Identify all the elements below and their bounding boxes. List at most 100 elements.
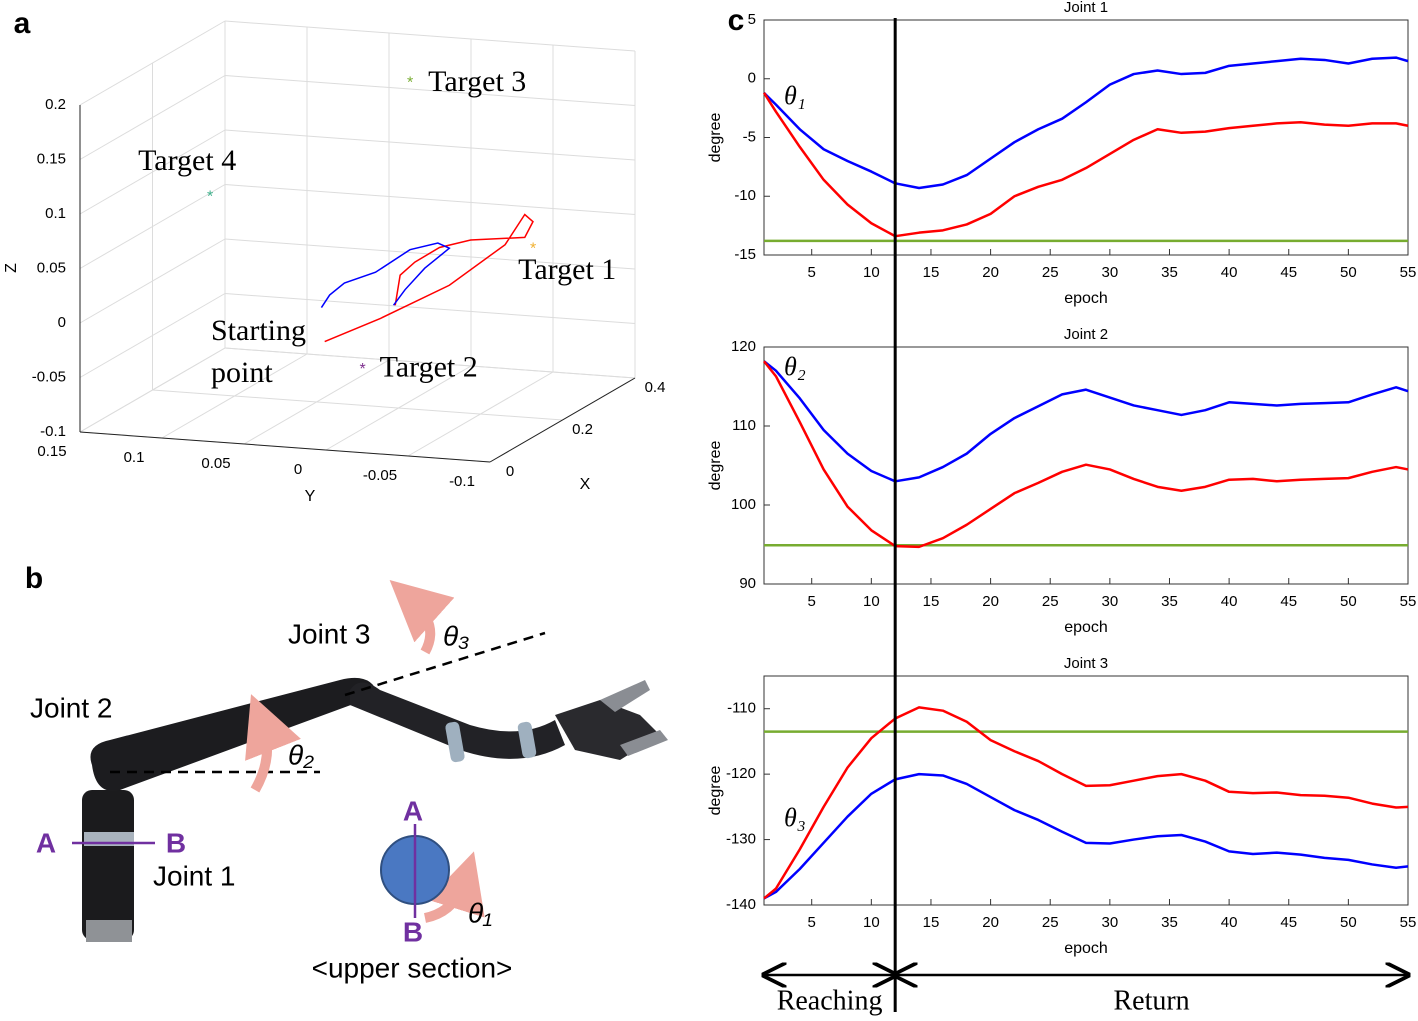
y-tick-label: -130 <box>726 831 756 848</box>
panel-label: b <box>25 562 43 595</box>
x-tick-label: 50 <box>1340 264 1357 281</box>
x-axis-label: X <box>580 476 591 493</box>
rotation-arrow <box>245 694 301 793</box>
y-tick-label: 5 <box>748 11 756 28</box>
chart-title: Joint 2 <box>1064 326 1108 343</box>
y-axis-label: degree <box>707 765 724 815</box>
grid-line <box>152 389 563 421</box>
x-tick-label: 5 <box>808 264 816 281</box>
x-tick-label: 25 <box>1042 593 1059 610</box>
x-tick-label: 30 <box>1102 914 1119 931</box>
angle-label: θ₃ <box>443 620 469 651</box>
panel-label: a <box>14 7 31 40</box>
y-tick-label: -120 <box>726 765 756 782</box>
x-tick-label: 50 <box>1340 914 1357 931</box>
x-tick-label: 10 <box>863 264 880 281</box>
x-tick-label: 0.4 <box>645 379 666 396</box>
target-label: Target 3 <box>428 65 526 98</box>
y-axis-label: Y <box>305 488 316 505</box>
grid-line <box>407 371 554 457</box>
x-tick-label: 0.2 <box>572 421 593 438</box>
grid-line <box>224 293 636 324</box>
z-tick-label: -0.1 <box>40 423 66 440</box>
x-tick-label: 15 <box>923 264 940 281</box>
grid-line <box>79 129 226 215</box>
annotation: point <box>211 356 273 389</box>
target-label: Target 2 <box>380 350 478 383</box>
x-tick-label: 5 <box>808 914 816 931</box>
chart-title: Joint 3 <box>1064 655 1108 672</box>
x-tick-label: 5 <box>808 593 816 610</box>
joint-label: Joint 1 <box>153 860 236 891</box>
annotation: θ₃ <box>784 803 806 832</box>
grid-line <box>224 184 636 215</box>
x-tick-label: 15 <box>923 593 940 610</box>
trajectory <box>324 213 534 343</box>
grid-line <box>79 20 226 106</box>
plot-area <box>763 19 1409 256</box>
rotation-arrow <box>423 851 485 923</box>
phase-label: Return <box>1113 985 1189 1016</box>
rotation-arrow <box>389 580 455 655</box>
x-tick-label: 30 <box>1102 593 1119 610</box>
x-tick-label: 55 <box>1400 264 1417 281</box>
z-tick-label: -0.05 <box>32 368 66 385</box>
grid-line <box>224 20 636 52</box>
section-label: B <box>403 916 423 947</box>
x-tick-label: 35 <box>1161 593 1178 610</box>
z-tick-label: 0.1 <box>45 205 66 222</box>
x-tick-label: 20 <box>982 593 999 610</box>
line-series <box>762 92 1409 238</box>
x-tick-label: 10 <box>863 593 880 610</box>
x-tick-label: 55 <box>1400 914 1417 931</box>
target-label: Target 1 <box>518 253 616 286</box>
grid-line <box>224 129 636 161</box>
x-tick-label: 20 <box>982 914 999 931</box>
x-tick-label: 55 <box>1400 593 1417 610</box>
annotation: θ₂ <box>784 352 806 381</box>
target-marker: * <box>530 240 536 257</box>
section-label: A <box>36 827 56 858</box>
y-tick-label: -0.05 <box>363 467 397 484</box>
line-series <box>763 360 1409 549</box>
x-tick-label: 0 <box>506 463 514 480</box>
trajectory <box>320 242 451 308</box>
x-tick-label: 50 <box>1340 593 1357 610</box>
plot-area <box>763 675 1409 906</box>
grid-line <box>224 347 636 379</box>
x-tick-label: 40 <box>1221 914 1238 931</box>
grid-line <box>224 75 636 106</box>
line-series <box>763 772 1409 900</box>
x-tick-label: 45 <box>1280 914 1297 931</box>
line-series <box>763 360 1409 483</box>
section-label: B <box>166 827 186 858</box>
section-label: A <box>403 795 423 826</box>
target-marker: * <box>207 188 213 205</box>
angle-label: θ₂ <box>288 739 314 770</box>
x-tick-label: 45 <box>1280 264 1297 281</box>
reference-line <box>344 631 546 697</box>
grid-line <box>79 238 226 324</box>
y-tick-label: -110 <box>727 700 756 717</box>
y-tick-label: 120 <box>731 338 756 355</box>
target-label: Target 4 <box>138 144 236 177</box>
line-series <box>763 56 1409 190</box>
x-tick-label: 30 <box>1102 264 1119 281</box>
annotation: θ₁ <box>784 81 806 110</box>
z-tick-label: 0.05 <box>37 259 66 276</box>
x-tick-label: 40 <box>1221 593 1238 610</box>
grid-line <box>161 353 308 439</box>
axis-line <box>489 377 636 463</box>
x-axis-label: epoch <box>1064 290 1108 307</box>
target-marker: * <box>407 74 413 91</box>
y-tick-label: 100 <box>731 496 756 513</box>
joint-label: Joint 3 <box>288 618 371 649</box>
grid-line <box>79 184 226 269</box>
y-axis-label: degree <box>707 440 724 490</box>
chart-title: Joint 1 <box>1064 0 1108 16</box>
z-tick-label: 0 <box>58 314 66 331</box>
y-tick-label: -140 <box>726 896 756 913</box>
y-tick-label: 90 <box>739 575 756 592</box>
x-tick-label: 15 <box>923 914 940 931</box>
